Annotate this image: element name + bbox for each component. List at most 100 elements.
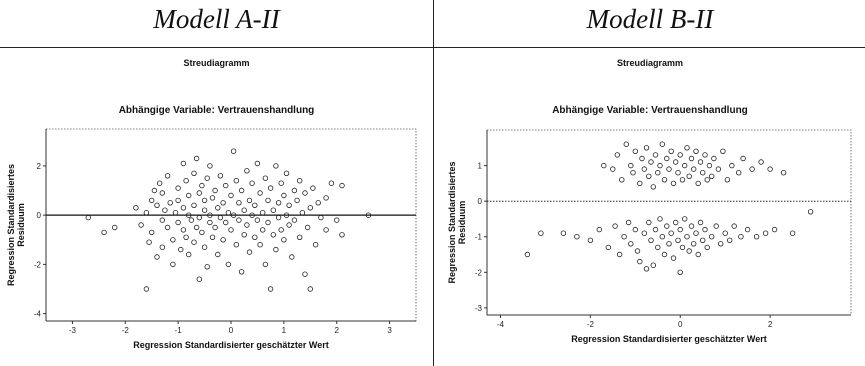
data-point [643,266,650,272]
data-point [672,159,679,165]
data-point [212,187,218,194]
data-point [267,286,274,292]
data-point [686,173,692,179]
data-point [758,159,764,165]
data-point [619,177,625,183]
data-point [700,169,706,176]
data-point [133,205,139,211]
data-point [637,258,643,265]
data-point [180,160,187,167]
header-divider [0,47,865,48]
x-axis-label: Regression Standardisierter geschätzter … [571,334,766,344]
data-point [241,207,247,213]
data-point [252,234,258,240]
data-point [807,209,814,215]
data-point [634,248,641,254]
data-point [700,237,706,243]
data-point [709,173,715,179]
data-point [154,202,160,208]
data-point [215,251,221,258]
data-point [661,177,668,183]
data-point [334,217,340,223]
data-point [175,197,181,204]
data-point [257,241,263,248]
data-point [244,168,250,174]
data-point [695,180,701,187]
data-point [222,219,229,226]
data-point [538,230,544,236]
data-point [212,224,218,231]
dependent-variable-label: Abhängige Variable: Vertrauenshandlung [552,105,748,116]
data-point [684,145,690,151]
data-point [233,241,239,248]
data-point [655,169,661,176]
data-point [731,223,737,229]
data-point [175,219,181,226]
data-point [270,232,276,238]
data-point [246,249,253,255]
data-point [302,271,308,277]
data-point [180,227,187,233]
x-tick-label: -3 [69,326,77,335]
data-point [704,177,710,183]
data-point [339,182,345,189]
data-point [740,155,746,162]
data-point [148,197,155,204]
data-point [621,233,627,240]
data-point [318,214,324,221]
data-point [679,244,686,251]
data-point [664,155,670,162]
data-point [646,219,652,226]
y-tick-label: 1 [478,162,483,171]
y-tick-label: -1 [475,233,483,242]
data-point [767,166,773,172]
data-point [220,237,226,243]
data-point [294,197,300,204]
data-point [111,224,118,231]
data-point [328,180,335,186]
data-point [711,155,717,162]
data-point [183,177,189,184]
data-point [146,239,152,245]
data-point [655,244,661,251]
data-point [220,200,226,206]
x-tick-label: 0 [678,320,683,329]
data-point [641,230,647,236]
data-point [291,187,298,194]
data-point [191,239,197,245]
data-point [143,286,150,292]
data-point [574,233,580,240]
data-point [691,166,697,172]
data-point [323,195,329,201]
data-point [191,202,197,208]
data-point [178,246,184,253]
data-point [753,233,760,240]
data-point [283,170,290,176]
x-tick-label: -2 [122,326,130,335]
data-point [677,152,683,158]
data-point [159,217,165,223]
data-point [154,254,160,260]
data-point [238,187,245,194]
data-point [159,244,165,250]
data-point [228,227,234,233]
data-point [267,185,274,191]
y-tick-label: 0 [478,197,483,206]
chart-heading: Streudiagramm [616,58,684,68]
y-tick-label: 0 [37,211,42,220]
data-point [233,177,239,184]
data-point [727,237,733,243]
data-point [657,162,663,169]
data-point [688,155,695,162]
plot-frame [45,128,417,322]
data-point [228,192,234,199]
data-point [312,241,319,248]
x-tick-label: 2 [334,326,339,335]
data-point [722,230,728,236]
data-point [639,155,645,162]
data-point [729,162,735,169]
data-point [736,169,742,176]
scatter-plot-area: -3 -2 -1 0 1 2 3 -4 -2 0 2 Regression Standardisier… [6,128,417,350]
data-point [691,241,697,247]
data-point [302,190,308,196]
